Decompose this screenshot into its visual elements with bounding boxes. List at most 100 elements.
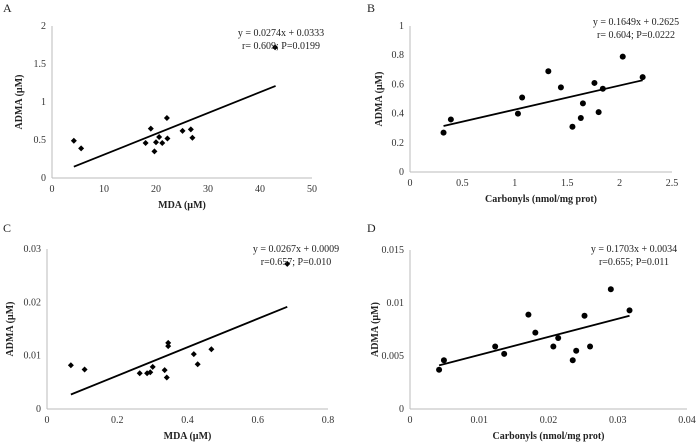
trend-line [438,314,630,367]
data-point [190,351,197,358]
y-tick-label: 0.6 [392,79,405,90]
x-tick-label: 0 [408,178,413,189]
y-tick-label: 0.8 [392,50,405,61]
y-tick-label: 0.015 [382,245,405,256]
panel-a: A 0 10 20 30 40 50 0 0.5 1 1.5 2 MDA (µM) ADMA (µM) y … [3,1,324,211]
x-axis-label: Carbonyls (nmol/mg prot) [492,431,604,442]
correlation-stats: r= 0.604; P=0.0222 [597,30,675,41]
data-point [532,329,539,336]
y-tick-label: 0 [399,167,404,178]
x-tick-label: 0.5 [456,178,469,189]
data-point [440,357,447,364]
y-tick-label: 1 [399,21,404,32]
data-point [501,350,508,357]
data-point [153,139,159,146]
data-point [163,374,170,381]
x-tick-label: 0.03 [609,415,627,426]
data-point [142,140,149,147]
data-point [284,260,291,267]
data-point [165,339,172,346]
x-tick-label: 10 [99,184,109,195]
y-tick-label: 0.03 [24,244,42,255]
x-tick-label: 0.6 [252,415,265,426]
data-point [156,133,163,140]
data-point [555,334,562,341]
data-point [514,110,521,117]
data-point [163,114,170,121]
x-tick-label: 0.01 [471,415,489,426]
y-tick-label: 0.4 [392,109,405,120]
data-point [208,346,215,353]
y-tick-label: 1 [41,97,46,108]
data-point [525,311,532,318]
data-point [591,79,598,86]
x-tick-label: 30 [203,184,213,195]
x-tick-label: 20 [151,184,161,195]
regression-equation: y = 0.1649x + 0.2625 [593,17,679,28]
x-tick-label: 1.5 [561,178,574,189]
data-point [81,366,88,373]
regression-equation: y = 0.1703x + 0.0034 [591,244,677,255]
data-point [189,134,196,141]
regression-equation: y = 0.0267x + 0.0009 [253,244,339,255]
data-point [161,367,168,374]
y-axis-label: ADMA (µM) [14,75,25,130]
data-point [595,109,602,116]
y-tick-label: 0.01 [24,351,42,362]
y-axis-label: ADMA (µM) [370,302,381,357]
x-tick-label: 0.8 [322,415,335,426]
data-point [272,44,279,51]
x-tick-label: 0.2 [111,415,124,426]
data-point [165,343,172,350]
data-point [573,347,580,354]
y-axis-label: ADMA (µM) [374,72,385,127]
correlation-stats: r= 0.609; P=0.0199 [242,41,320,52]
data-point [149,363,156,370]
data-point [194,361,201,368]
x-tick-label: 0.04 [678,415,696,426]
panel-label: C [3,221,11,235]
data-point [436,366,443,373]
x-tick-label: 50 [307,184,317,195]
correlation-stats: r=0.657; P=0.010 [261,257,331,268]
data-point [147,125,154,132]
data-point [579,100,586,107]
y-tick-label: 2 [41,21,46,32]
data-point [492,343,499,350]
x-tick-label: 0 [45,415,50,426]
x-tick-label: 2.5 [666,178,679,189]
data-point [569,357,576,364]
panel-b: B 0 0.5 1 1.5 2 2.5 0 0.2 0.4 0.6 0.8 1 Carbonyls (nm… [367,1,679,205]
data-point [619,53,626,60]
trend-line [70,305,288,396]
y-tick-label: 0 [36,404,41,415]
x-tick-label: 0 [50,184,55,195]
x-tick-label: 0.02 [540,415,558,426]
data-point [587,343,594,350]
y-axis-label: ADMA (µM) [5,302,16,357]
x-tick-label: 2 [617,178,622,189]
panel-label: B [367,1,375,15]
data-point [440,129,447,136]
y-tick-label: 1.5 [34,59,47,70]
panel-d: D 0 0.01 0.02 0.03 0.04 0 0.005 0.01 0.015 Carbony… [367,221,696,442]
panel-label: A [3,1,12,15]
data-point [599,85,606,92]
x-tick-label: 40 [255,184,265,195]
data-point [136,370,143,377]
y-tick-label: 0.5 [34,135,47,146]
data-point [519,94,526,101]
data-point [67,362,74,369]
y-tick-label: 0 [399,404,404,415]
y-tick-label: 0.005 [382,351,405,362]
data-point [577,114,584,121]
x-axis-label: MDA (µM) [164,431,212,442]
data-point [164,135,171,142]
x-axis-label: MDA (µM) [158,200,206,211]
y-tick-label: 0.01 [387,298,405,309]
trend-line [73,85,276,168]
x-tick-label: 0.4 [181,415,194,426]
x-tick-label: 0 [408,415,413,426]
panel-c: C 0 0.2 0.4 0.6 0.8 0 0.01 0.02 0.03 MDA (µM) ADMA … [3,221,339,442]
